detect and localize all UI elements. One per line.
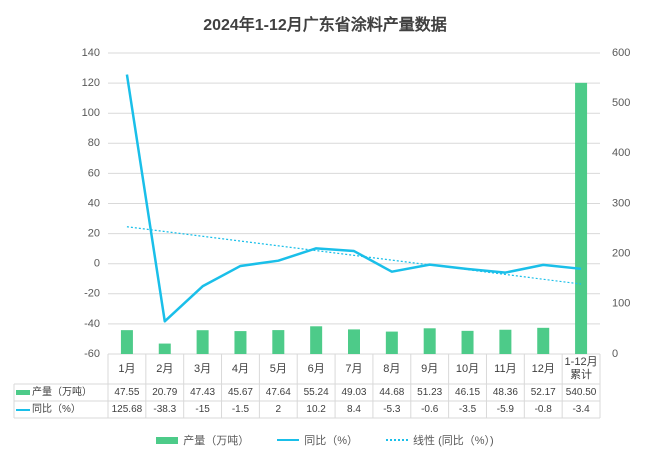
x-tick-label: 1月 xyxy=(118,362,136,375)
y-tick-label: 20 xyxy=(88,228,100,240)
x-tick-label: 9月 xyxy=(421,362,439,375)
table-value: 20.79 xyxy=(152,387,178,398)
table-value: 52.17 xyxy=(530,387,556,398)
legend-item: 产量（万吨） xyxy=(156,432,249,448)
x-tick-label: 2月 xyxy=(156,362,174,375)
table-legend-icon xyxy=(16,409,30,411)
y-tick-label: 0 xyxy=(94,258,100,270)
y-tick-label: -60 xyxy=(84,348,100,360)
bar xyxy=(234,331,247,354)
table-value: 47.43 xyxy=(190,387,216,398)
legend-item: 同比（%） xyxy=(277,432,358,448)
x-tick-label: 12月 xyxy=(531,362,555,375)
line xyxy=(125,74,582,323)
table-value: 47.64 xyxy=(265,387,291,398)
bar xyxy=(423,328,436,354)
table-value: 55.24 xyxy=(303,387,329,398)
table-value: 540.50 xyxy=(565,387,597,398)
table-value: -3.4 xyxy=(572,404,590,415)
table-value: 47.55 xyxy=(114,387,140,398)
y-tick-label: 40 xyxy=(88,197,100,209)
table-value: 44.68 xyxy=(379,387,405,398)
table-series-name: 产量（万吨） xyxy=(32,387,92,398)
table-legend-icon xyxy=(16,390,30,395)
table-value: 8.4 xyxy=(347,404,361,415)
bar xyxy=(385,331,398,354)
chart-title: 2024年1-12月广东省涂料产量数据 xyxy=(203,15,447,34)
table-value: -38.3 xyxy=(153,404,177,415)
legend-label: 产量（万吨） xyxy=(183,435,250,447)
y2-tick-label: 0 xyxy=(612,348,618,360)
table-value: -0.6 xyxy=(421,404,439,415)
table-value: -1.5 xyxy=(231,404,250,415)
table-value: 48.36 xyxy=(492,387,518,398)
bar xyxy=(272,330,285,354)
bar xyxy=(196,330,209,354)
legend: 产量（万吨） 同比（%） 线性 (同比（%）) xyxy=(0,432,650,448)
x-tick-label: 1-12月 累计 xyxy=(564,356,598,381)
y2-tick-label: 200 xyxy=(612,248,630,260)
table-value: -5.3 xyxy=(383,404,401,415)
bar xyxy=(575,82,588,354)
x-tick-label: 10月 xyxy=(455,362,480,375)
y2-tick-label: 400 xyxy=(612,147,630,159)
x-tick-label: 6月 xyxy=(307,362,325,375)
x-tick-label: 4月 xyxy=(231,362,250,375)
table-value: 45.67 xyxy=(227,387,253,398)
table-value: 2 xyxy=(275,404,282,415)
x-tick-label: 3月 xyxy=(194,362,212,375)
bar xyxy=(310,326,323,354)
table-value: 49.03 xyxy=(341,387,367,398)
table-series-name: 同比（%） xyxy=(32,404,81,415)
y2-tick-label: 100 xyxy=(612,298,630,310)
x-tick-label: 5月 xyxy=(269,362,287,375)
table-value: 10.2 xyxy=(306,404,326,415)
y-tick-label: 120 xyxy=(82,77,100,89)
table-value: -5.9 xyxy=(496,404,514,415)
table-value: -15 xyxy=(195,404,210,415)
x-tick-label: 7月 xyxy=(345,362,363,375)
y-tick-label: -20 xyxy=(84,288,100,300)
y-tick-label: 60 xyxy=(88,167,100,179)
bar xyxy=(158,343,171,354)
bar xyxy=(461,330,474,354)
y2-tick-label: 300 xyxy=(612,197,630,209)
y-tick-label: 140 xyxy=(82,47,100,59)
table-value: 125.68 xyxy=(111,404,143,415)
trendline xyxy=(126,226,582,285)
y-tick-label: 80 xyxy=(88,137,100,149)
table-value: -3.5 xyxy=(458,404,477,415)
bar xyxy=(348,329,360,354)
bar xyxy=(499,329,512,354)
y2-tick-label: 500 xyxy=(612,97,630,109)
legend-label: 线性 (同比（%）) xyxy=(413,435,494,447)
y-tick-label: -40 xyxy=(84,318,100,330)
table-value: 51.23 xyxy=(417,387,443,398)
bar xyxy=(537,327,550,354)
x-tick-label: 8月 xyxy=(383,362,401,375)
legend-item: 线性 (同比（%）) xyxy=(386,432,494,448)
y-tick-label: 100 xyxy=(82,107,100,119)
bar xyxy=(120,330,133,354)
table-value: -0.8 xyxy=(534,404,552,415)
y2-tick-label: 600 xyxy=(612,47,630,59)
table-value: 46.15 xyxy=(455,387,481,398)
legend-label: 同比（%） xyxy=(304,435,359,447)
x-tick-label: 11月 xyxy=(494,362,517,375)
